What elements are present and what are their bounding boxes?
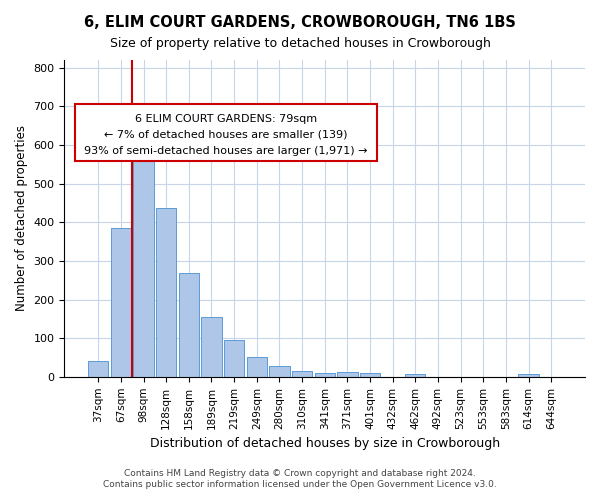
Bar [111,228,131,377]
Bar [201,317,221,377]
Y-axis label: Number of detached properties: Number of detached properties [15,126,28,312]
Text: 93% of semi-detached houses are larger (1,971) →: 93% of semi-detached houses are larger (… [84,146,368,156]
Bar [292,370,312,377]
Bar [156,208,176,377]
Bar [405,374,425,377]
X-axis label: Distribution of detached houses by size in Crowborough: Distribution of detached houses by size … [149,437,500,450]
FancyBboxPatch shape [75,104,377,162]
Text: Contains public sector information licensed under the Open Government Licence v3: Contains public sector information licen… [103,480,497,489]
Text: 6 ELIM COURT GARDENS: 79sqm: 6 ELIM COURT GARDENS: 79sqm [135,114,317,124]
Text: 6, ELIM COURT GARDENS, CROWBOROUGH, TN6 1BS: 6, ELIM COURT GARDENS, CROWBOROUGH, TN6 … [84,15,516,30]
Bar [247,356,267,377]
Bar [518,374,539,377]
Bar [314,373,335,377]
Bar [133,136,154,377]
Bar [360,373,380,377]
Bar [179,274,199,377]
Bar [88,362,109,377]
Text: Size of property relative to detached houses in Crowborough: Size of property relative to detached ho… [110,38,490,51]
Bar [337,372,358,377]
Text: ← 7% of detached houses are smaller (139): ← 7% of detached houses are smaller (139… [104,130,347,140]
Text: Contains HM Land Registry data © Crown copyright and database right 2024.: Contains HM Land Registry data © Crown c… [124,468,476,477]
Bar [224,340,244,377]
Bar [269,366,290,377]
